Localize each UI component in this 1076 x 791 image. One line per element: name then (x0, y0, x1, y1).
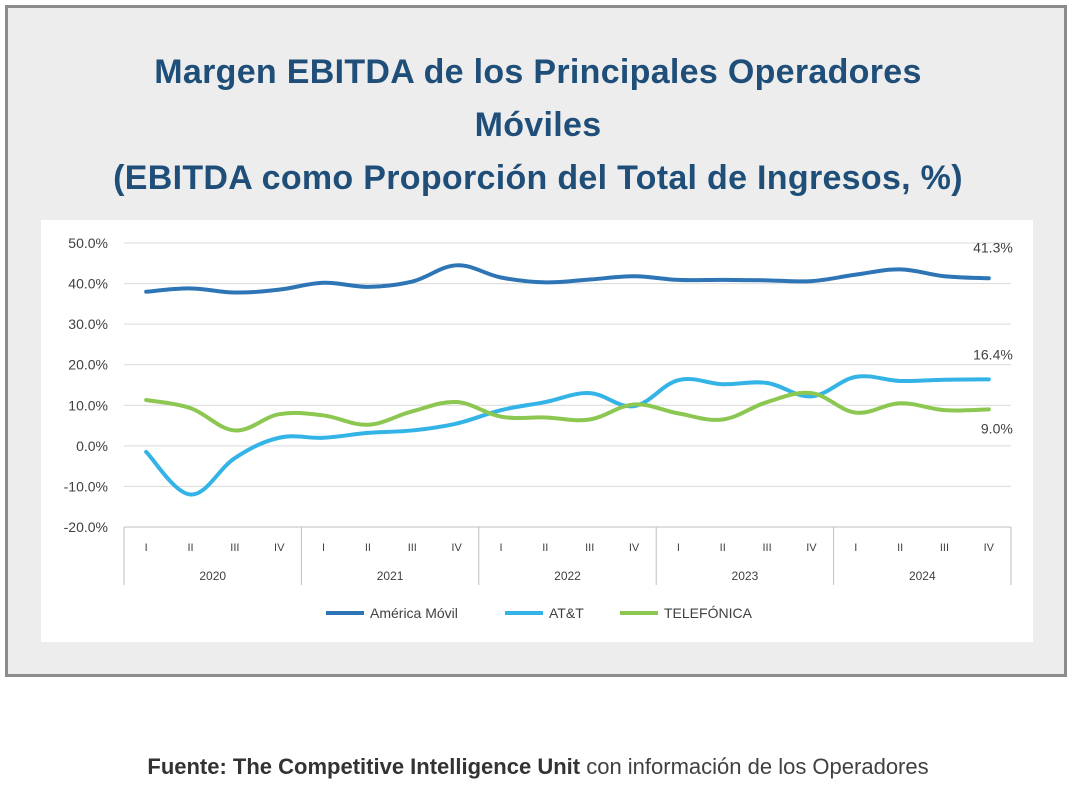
x-tick-label-quarter: IV (451, 542, 462, 554)
x-tick-label-quarter: I (145, 542, 148, 554)
x-tick-label-quarter: III (585, 542, 594, 554)
x-tick-label-quarter: II (720, 542, 726, 554)
source-suffix: con información de los Operadores (580, 754, 929, 779)
series-line (144, 390, 991, 433)
title-line-3: (EBITDA como Proporción del Total de Ing… (113, 159, 963, 197)
y-tick-label: 30.0% (68, 316, 108, 332)
title-line-2: Móviles (474, 106, 602, 144)
title-line-1: Margen EBITDA de los Principales Operado… (154, 53, 922, 91)
x-tick-label-quarter: I (322, 542, 325, 554)
x-tick-label-quarter: III (408, 542, 417, 554)
y-tick-label: -20.0% (64, 519, 108, 535)
x-tick-label-quarter: I (854, 542, 857, 554)
line-chart: 50.0% 40.0% 30.0% 20.0% 10.0% 0.0% -10.0% -20.0… (64, 235, 1013, 621)
y-tick-label: 40.0% (68, 276, 108, 292)
x-tick-label-quarter: II (897, 542, 903, 554)
legend-label: AT&T (549, 605, 584, 621)
x-tick-label-quarter: III (762, 542, 771, 554)
series-end-label: 16.4% (973, 346, 1013, 362)
x-tick-label-quarter: I (499, 542, 502, 554)
x-tick-label-year: 2020 (199, 569, 226, 583)
y-tick-label: -10.0% (64, 478, 108, 494)
x-tick-label-quarter: IV (806, 542, 817, 554)
y-tick-label: 10.0% (68, 397, 108, 413)
legend-label: América Móvil (370, 605, 458, 621)
x-tick-label-quarter: III (230, 542, 239, 554)
series-end-label: 9.0% (981, 420, 1013, 436)
legend-label: TELEFÓNICA (664, 605, 753, 621)
source-prefix: Fuente: The Competitive Intelligence Uni… (147, 754, 581, 779)
x-tick-label-quarter: II (187, 542, 193, 554)
x-tick-label-quarter: III (940, 542, 949, 554)
y-tick-label: 0.0% (76, 438, 108, 454)
chart-title: Margen EBITDA de los Principales Operado… (0, 46, 1076, 205)
y-tick-label: 50.0% (68, 235, 108, 251)
x-tick-label-year: 2022 (554, 569, 581, 583)
x-tick-label-quarter: IV (629, 542, 640, 554)
x-tick-label-quarter: II (542, 542, 548, 554)
x-tick-label-year: 2021 (377, 569, 404, 583)
x-tick-label-year: 2023 (732, 569, 759, 583)
series-end-label: 41.3% (973, 239, 1013, 255)
x-tick-label-year: 2024 (909, 569, 936, 583)
series-line (144, 263, 991, 295)
x-tick-label-quarter: IV (984, 542, 995, 554)
y-tick-label: 20.0% (68, 357, 108, 373)
x-tick-label-quarter: IV (274, 542, 285, 554)
series-line (144, 374, 991, 497)
source-note: Fuente: The Competitive Intelligence Uni… (0, 754, 1076, 780)
x-tick-label-quarter: II (365, 542, 371, 554)
x-tick-label-quarter: I (677, 542, 680, 554)
